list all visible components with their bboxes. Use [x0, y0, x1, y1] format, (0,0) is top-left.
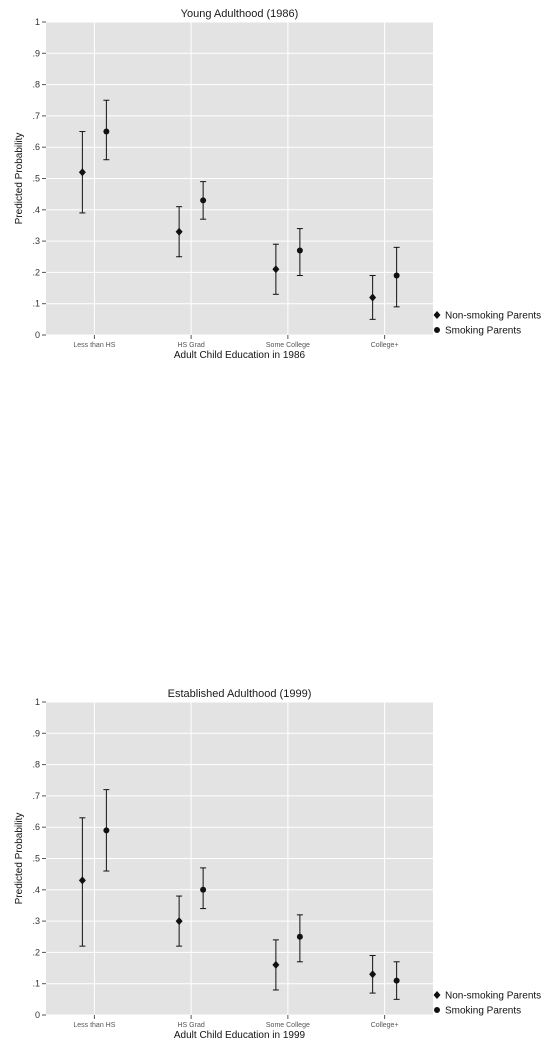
x-tick-label: Some College: [266, 1022, 310, 1029]
x-tick-label: HS Grad: [178, 1022, 205, 1029]
y-tick-label: .8: [32, 760, 40, 770]
chart-2-svg: 0 .1 .2 .3 .4 .5 .6 .7 .8 .9 1 Less than HS HS Grad S…: [14, 688, 541, 1041]
legend-label: Smoking Parents: [445, 326, 521, 337]
x-tick-label: HS Grad: [178, 342, 205, 349]
legend-key-diamond: [433, 311, 441, 319]
y-tick-label: .4: [32, 885, 40, 895]
legend-key-diamond: [433, 991, 441, 999]
y-tick-label: 0: [35, 1010, 40, 1020]
data-point-diamond: [272, 960, 280, 969]
legend-label: Non-smoking Parents: [445, 991, 541, 1002]
y-tick-label: .6: [32, 142, 40, 152]
y-axis-title: Predicted Probability: [14, 813, 25, 905]
data-point-circle: [103, 128, 110, 135]
y-tick-label: 1: [35, 697, 40, 707]
y-tick-label: 0: [35, 330, 40, 340]
data-point-diamond: [272, 265, 280, 274]
x-tick-label: Some College: [266, 342, 310, 349]
chart-title: Established Adulthood (1999): [168, 688, 312, 700]
data-point-diamond: [175, 917, 183, 926]
data-point-circle: [296, 247, 303, 254]
data-point-diamond: [78, 876, 86, 885]
y-axis-title: Predicted Probability: [14, 133, 25, 225]
y-tick-label: .1: [32, 979, 40, 989]
data-point-circle: [200, 886, 207, 893]
y-tick-label: 1: [35, 17, 40, 27]
y-tick-label: .9: [32, 48, 40, 58]
y-tick-label: .6: [32, 822, 40, 832]
data-point-diamond: [175, 227, 183, 236]
legend-label: Non-smoking Parents: [445, 311, 541, 322]
x-axis-title: Adult Child Education in 1986: [174, 350, 306, 361]
data-point-circle: [200, 197, 207, 204]
x-tick-label: Less than HS: [73, 1022, 115, 1029]
data-point-diamond: [78, 168, 86, 177]
y-tick-label: .5: [32, 174, 40, 184]
chart-1-svg: 0 .1 .2 .3 .4 .5 .6 .7 .8 .9 1 Less than HS HS Grad S…: [14, 8, 541, 361]
legend-label: Smoking Parents: [445, 1006, 521, 1017]
x-tick-label: College+: [371, 342, 399, 349]
y-tick-label: .3: [32, 916, 40, 926]
y-tick-label: .4: [32, 205, 40, 215]
y-tick-label: .9: [32, 728, 40, 738]
chart-established-adulthood: 0 .1 .2 .3 .4 .5 .6 .7 .8 .9 1 Less than HS HS Grad S…: [0, 680, 549, 1050]
y-tick-label: .7: [32, 111, 40, 121]
legend-key-circle: [434, 1007, 440, 1013]
data-point-circle: [393, 272, 400, 279]
y-tick-label: .1: [32, 299, 40, 309]
y-tick-label: .2: [32, 947, 40, 957]
chart-title: Young Adulthood (1986): [181, 8, 299, 20]
x-tick-label: College+: [371, 1022, 399, 1029]
legend-key-circle: [434, 327, 440, 333]
data-point-circle: [296, 933, 303, 940]
data-point-diamond: [369, 970, 377, 979]
y-tick-label: .2: [32, 267, 40, 277]
x-axis-title: Adult Child Education in 1999: [174, 1030, 306, 1041]
y-tick-label: .7: [32, 791, 40, 801]
y-tick-label: .5: [32, 854, 40, 864]
data-point-circle: [103, 827, 110, 834]
chart-young-adulthood: 0 .1 .2 .3 .4 .5 .6 .7 .8 .9 1 Less than HS HS Grad S…: [0, 0, 549, 370]
x-tick-label: Less than HS: [73, 342, 115, 349]
data-point-diamond: [369, 293, 377, 302]
data-point-circle: [393, 977, 400, 984]
y-tick-label: .8: [32, 80, 40, 90]
y-tick-label: .3: [32, 236, 40, 246]
